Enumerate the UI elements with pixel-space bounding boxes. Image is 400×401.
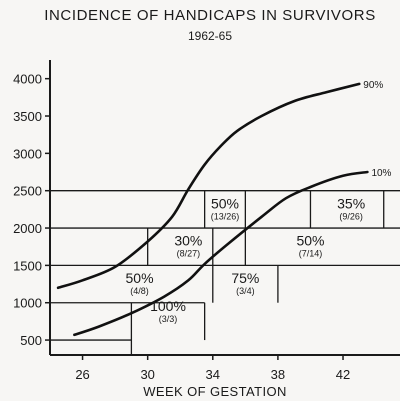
x-tick-label: 38 xyxy=(271,367,285,382)
curve-lower xyxy=(73,170,369,337)
cell-fraction: (3/4) xyxy=(236,286,255,296)
cell-percent: 35% xyxy=(337,195,365,211)
y-tick-label: 3500 xyxy=(13,109,42,124)
x-tick-label: 42 xyxy=(336,367,350,382)
cell-percent: 50% xyxy=(126,270,154,286)
cell-percent: 30% xyxy=(174,233,202,249)
cell-percent: 100% xyxy=(150,298,186,314)
cell-fraction: (8/27) xyxy=(177,249,201,259)
cell-fraction: (3/3) xyxy=(159,314,178,324)
y-tick-label: 2500 xyxy=(13,184,42,199)
cell-fraction: (9/26) xyxy=(339,211,363,221)
y-tick-label: 2000 xyxy=(13,221,42,236)
y-tick-label: 4000 xyxy=(13,72,42,87)
cell-percent: 50% xyxy=(211,195,239,211)
cell-fraction: (13/26) xyxy=(211,211,240,221)
x-axis-label: WEEK OF GESTATION xyxy=(143,384,287,399)
curve-upper xyxy=(56,82,361,290)
cell-fraction: (4/8) xyxy=(130,286,149,296)
cell-grid xyxy=(50,190,400,355)
x-tick-label: 30 xyxy=(140,367,154,382)
cell-fraction: (7/14) xyxy=(299,249,323,259)
curve-label: 90% xyxy=(363,80,383,91)
ticks: 500 1000 1500 2000 2500 3000 3500 4000 26 30 34 38 4… xyxy=(13,72,350,382)
y-tick-label: 1500 xyxy=(13,258,42,273)
x-tick-label: 26 xyxy=(75,367,89,382)
chart-title: INCIDENCE OF HANDICAPS IN SURVIVORS xyxy=(44,7,376,24)
cell-labels: 100%(3/3)50%(4/8)75%(3/4)30%(8/27)50%(7/… xyxy=(126,195,366,324)
cell-percent: 50% xyxy=(296,233,324,249)
y-tick-label: 500 xyxy=(20,333,42,348)
curve-label: 10% xyxy=(371,168,391,179)
cell-percent: 75% xyxy=(231,270,259,286)
curves: 90% 10% xyxy=(56,80,392,337)
axes xyxy=(49,60,400,356)
x-tick-label: 34 xyxy=(206,367,220,382)
chart-subtitle: 1962-65 xyxy=(188,29,232,43)
y-tick-label: 1000 xyxy=(13,296,42,311)
y-tick-label: 3000 xyxy=(13,146,42,161)
